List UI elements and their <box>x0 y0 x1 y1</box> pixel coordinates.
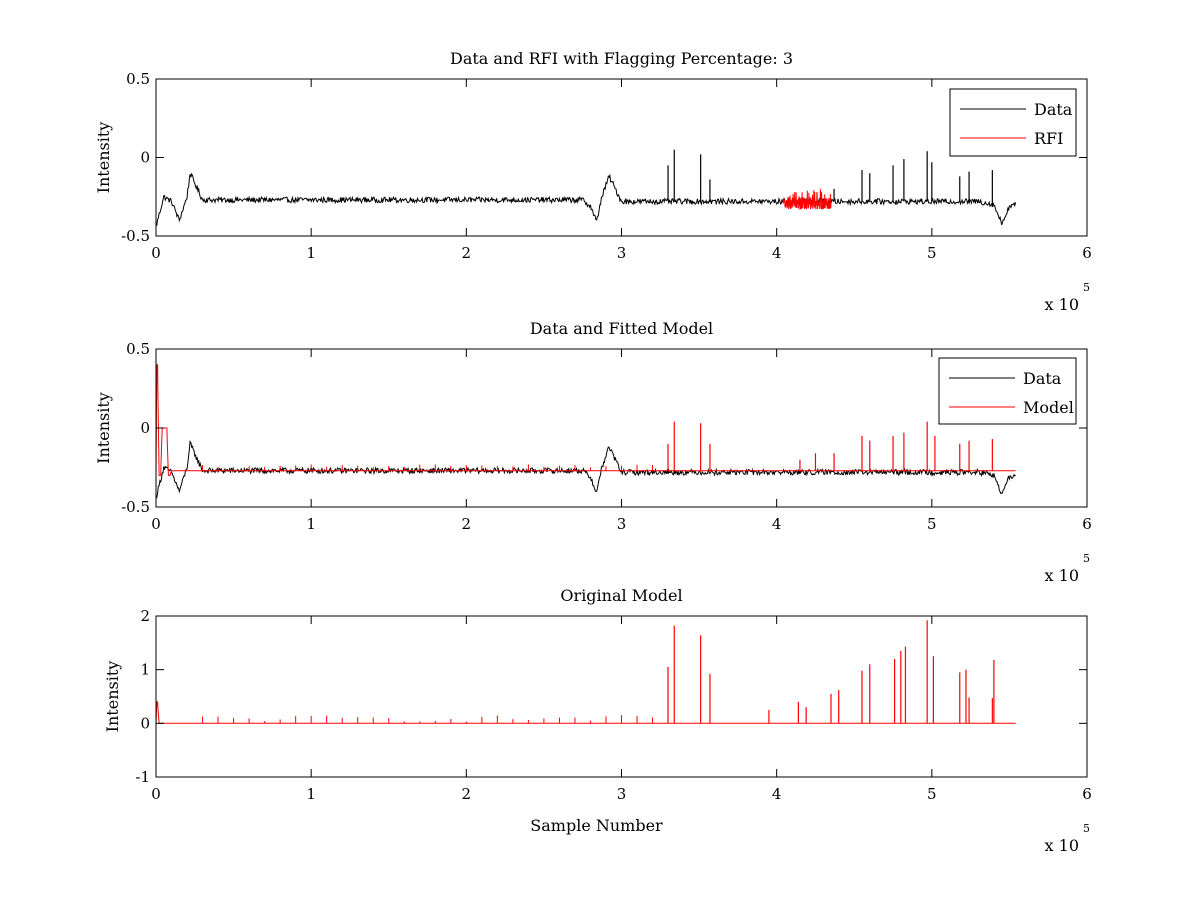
x-tick-label: 4 <box>772 244 782 262</box>
legend-box <box>938 357 1077 425</box>
series-model-line <box>156 364 1016 476</box>
x-tick-label: 1 <box>306 244 316 262</box>
series-path <box>156 364 1016 476</box>
subplot-1: Data and RFI with Flagging Percentage: 3… <box>94 49 1092 314</box>
axes-box <box>155 78 1088 237</box>
series-model-line <box>156 620 1016 724</box>
y-tick-label: 2 <box>140 607 150 625</box>
x-multiplier-exponent: 5 <box>1083 822 1090 835</box>
x-tick-label: 3 <box>617 515 627 533</box>
y-axis-label: Intensity <box>94 122 113 194</box>
x-tick-label: 6 <box>1082 244 1092 262</box>
legend-box <box>949 88 1077 157</box>
x-tick-label: 3 <box>617 785 627 803</box>
y-tick-label: 1 <box>140 661 150 679</box>
y-tick-label: -0.5 <box>121 498 150 516</box>
x-multiplier-exponent: 5 <box>1083 281 1090 294</box>
x-tick-label: 2 <box>462 785 472 803</box>
y-axis-label: Intensity <box>94 392 113 464</box>
x-tick-label: 5 <box>927 515 937 533</box>
plot-area <box>156 620 1016 724</box>
x-tick-label: 0 <box>151 785 161 803</box>
x-tick-label: 4 <box>772 515 782 533</box>
legend: Data Model <box>938 357 1077 425</box>
x-tick-label: 0 <box>151 515 161 533</box>
x-tick-label: 5 <box>927 785 937 803</box>
y-tick-label: 0 <box>140 419 150 437</box>
x-tick-label: 4 <box>772 785 782 803</box>
y-tick-label: 0.5 <box>126 70 150 88</box>
y-tick-label: 0.5 <box>126 340 150 358</box>
legend-label: Data <box>1034 100 1073 119</box>
x-tick-label: 1 <box>306 785 316 803</box>
x-tick-label: 2 <box>462 244 472 262</box>
series-path <box>156 701 1016 724</box>
x-tick-label: 3 <box>617 244 627 262</box>
x-tick-label: 0 <box>151 244 161 262</box>
plot-area <box>156 149 1017 226</box>
chart-title: Original Model <box>560 586 682 605</box>
chart-title: Data and RFI with Flagging Percentage: 3 <box>450 49 793 68</box>
series-rfi-line <box>782 189 832 210</box>
axes-box <box>155 615 1088 778</box>
chart-title: Data and Fitted Model <box>530 319 713 338</box>
y-tick-label: -0.5 <box>121 227 150 245</box>
y-tick-label: 0 <box>140 149 150 167</box>
legend: Data RFI <box>949 88 1077 157</box>
x-multiplier: x 10 <box>1045 295 1079 314</box>
series-data-line <box>156 439 1016 499</box>
series-path <box>782 189 832 210</box>
legend-label: RFI <box>1034 129 1063 148</box>
x-tick-label: 6 <box>1082 515 1092 533</box>
x-tick-label: 2 <box>462 515 472 533</box>
x-tick-label: 6 <box>1082 785 1092 803</box>
x-tick-label: 1 <box>306 515 316 533</box>
x-multiplier: x 10 <box>1045 836 1079 855</box>
x-tick-label: 5 <box>927 244 937 262</box>
series-data-line <box>156 149 1017 226</box>
legend-label: Model <box>1023 398 1074 417</box>
x-axis-label: Sample Number <box>530 816 663 835</box>
series-path <box>156 172 1017 226</box>
legend-label: Data <box>1023 369 1062 388</box>
y-tick-label: -1 <box>135 768 150 786</box>
y-axis-label: Intensity <box>103 661 122 733</box>
series-path <box>156 439 1016 499</box>
y-tick-label: 0 <box>140 714 150 732</box>
x-multiplier-exponent: 5 <box>1083 552 1090 565</box>
x-multiplier: x 10 <box>1045 566 1079 585</box>
plot-area <box>156 364 1016 499</box>
